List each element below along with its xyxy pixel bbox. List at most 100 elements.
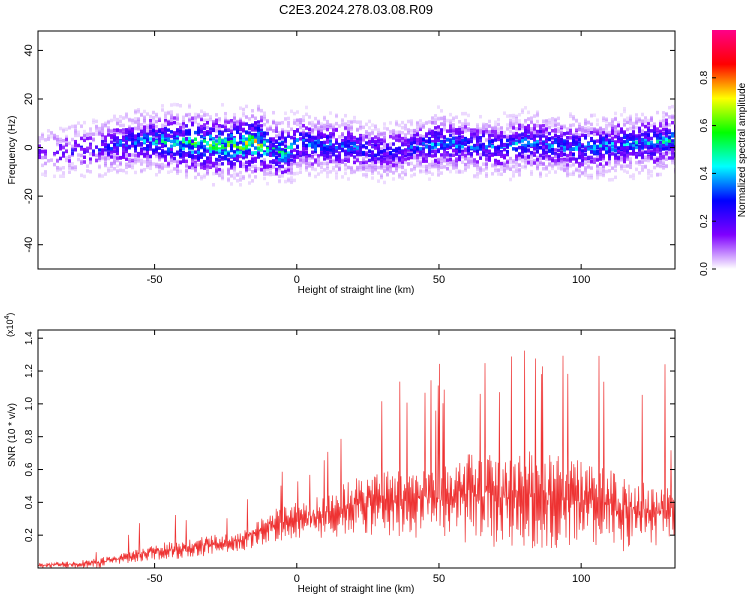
heatmap-cell xyxy=(251,151,254,155)
y-tick-label: -20 xyxy=(23,188,35,204)
heatmap-cell xyxy=(305,105,308,110)
heatmap-cell xyxy=(308,156,311,161)
heatmap-cell xyxy=(500,161,503,166)
heatmap-cell xyxy=(593,141,596,145)
heatmap-cell xyxy=(656,139,659,144)
heatmap-cell xyxy=(425,171,428,175)
heatmap-cell xyxy=(305,161,308,166)
heatmap-cell xyxy=(398,175,401,179)
heatmap-cell xyxy=(398,150,401,154)
heatmap-cell xyxy=(608,161,611,165)
heatmap-cell xyxy=(224,125,227,129)
heatmap-cell xyxy=(656,161,659,166)
heatmap-cell xyxy=(128,130,131,134)
heatmap-cell xyxy=(68,125,71,130)
heatmap-cell xyxy=(596,155,599,160)
heatmap-cell xyxy=(200,129,203,134)
heatmap-cell xyxy=(461,122,464,126)
heatmap-cell xyxy=(296,161,299,166)
heatmap-cell xyxy=(260,162,263,166)
heatmap-cell xyxy=(572,115,575,119)
heatmap-cell xyxy=(551,151,554,155)
heatmap-cell xyxy=(233,162,236,166)
heatmap-cell xyxy=(92,149,95,153)
heatmap-cell xyxy=(539,134,542,138)
heatmap-cell xyxy=(242,111,245,116)
heatmap-cell xyxy=(347,120,350,124)
heatmap-cell xyxy=(512,119,515,124)
heatmap-cell xyxy=(443,146,446,150)
heatmap-cell xyxy=(320,147,323,151)
heatmap-cell xyxy=(83,160,86,164)
heatmap-cell xyxy=(272,129,275,133)
heatmap-cell xyxy=(170,153,173,157)
heatmap-cell xyxy=(431,116,434,121)
heatmap-cell xyxy=(467,159,470,164)
heatmap-cell xyxy=(86,149,89,153)
heatmap-cell xyxy=(299,163,302,167)
heatmap-cell xyxy=(620,164,623,168)
heatmap-cell xyxy=(554,154,557,159)
heatmap-cell xyxy=(395,134,398,138)
x-tick-label: 100 xyxy=(572,573,590,585)
heatmap-cell xyxy=(80,153,83,158)
heatmap-cell xyxy=(128,118,131,123)
heatmap-cell xyxy=(368,119,371,124)
heatmap-cell xyxy=(134,117,137,121)
heatmap-cell xyxy=(515,126,518,131)
heatmap-cell xyxy=(584,129,587,133)
heatmap-cell xyxy=(632,130,635,134)
heatmap-cell xyxy=(476,149,479,154)
heatmap-cell xyxy=(449,160,452,164)
heatmap-cell xyxy=(185,165,188,169)
heatmap-cell xyxy=(407,138,410,143)
heatmap-cell xyxy=(602,147,605,151)
heatmap-cell xyxy=(620,158,623,163)
heatmap-cell xyxy=(71,146,74,151)
heatmap-cell xyxy=(107,169,110,173)
heatmap-cell xyxy=(569,172,572,177)
heatmap-cell xyxy=(491,172,494,176)
heatmap-cell xyxy=(92,137,95,141)
heatmap-cell xyxy=(575,127,578,132)
heatmap-cell xyxy=(266,172,269,176)
heatmap-cell xyxy=(209,159,212,164)
heatmap-cell xyxy=(482,168,485,172)
heatmap-cell xyxy=(227,133,230,137)
heatmap-cell xyxy=(71,151,74,156)
heatmap-cell xyxy=(281,164,284,169)
heatmap-cell xyxy=(449,169,452,174)
heatmap-cell xyxy=(164,118,167,123)
heatmap-cell xyxy=(386,143,389,148)
heatmap-cell xyxy=(479,165,482,170)
colorbar-gradient xyxy=(712,30,736,269)
heatmap-cell xyxy=(443,122,446,126)
heatmap-cell xyxy=(626,150,629,155)
heatmap-cell xyxy=(107,119,110,124)
heatmap-cell xyxy=(458,131,461,136)
heatmap-cell xyxy=(593,128,596,132)
heatmap-cell xyxy=(407,131,410,135)
heatmap-cell xyxy=(128,157,131,162)
heatmap-cell xyxy=(299,158,302,162)
heatmap-cell xyxy=(101,123,104,127)
heatmap-cell xyxy=(206,156,209,160)
heatmap-cell xyxy=(587,164,590,168)
heatmap-cell xyxy=(389,162,392,167)
heatmap-cell xyxy=(161,154,164,158)
heatmap-cell xyxy=(320,132,323,136)
heatmap-cell xyxy=(92,132,95,136)
heatmap-cell xyxy=(92,132,95,136)
heatmap-cell xyxy=(380,175,383,179)
heatmap-cell xyxy=(179,169,182,174)
heatmap-cell xyxy=(353,144,356,148)
heatmap-cell xyxy=(452,159,455,164)
heatmap-cell xyxy=(449,160,452,164)
heatmap-cell xyxy=(122,144,125,149)
heatmap-cell xyxy=(215,129,218,133)
heatmap-cell xyxy=(383,139,386,143)
heatmap-cell xyxy=(446,167,449,171)
heatmap-cell xyxy=(491,129,494,134)
heatmap-cell xyxy=(230,119,233,123)
heatmap-cell xyxy=(284,138,287,142)
